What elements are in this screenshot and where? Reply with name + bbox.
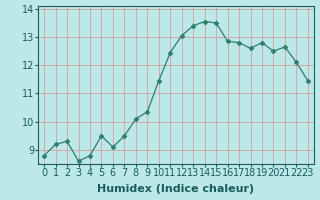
- X-axis label: Humidex (Indice chaleur): Humidex (Indice chaleur): [97, 184, 255, 194]
